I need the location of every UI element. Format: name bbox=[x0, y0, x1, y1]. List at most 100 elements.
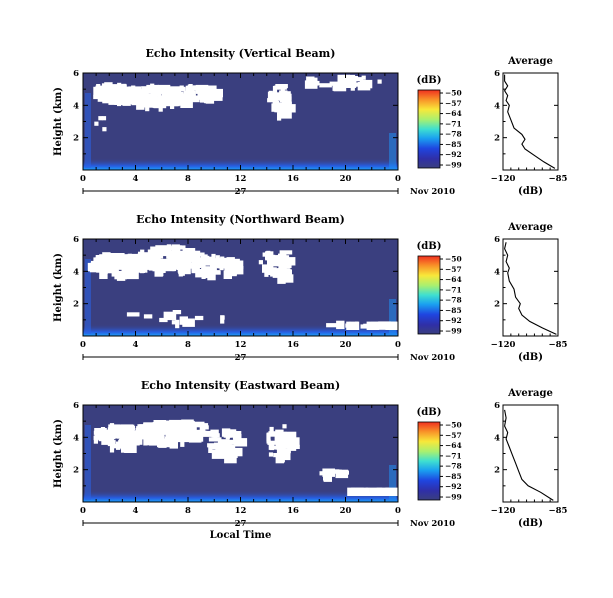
profile-y-tick-label: 4 bbox=[494, 267, 500, 277]
no-data-cell bbox=[168, 246, 173, 251]
no-data-cell bbox=[212, 449, 226, 459]
no-data-cell bbox=[154, 268, 163, 277]
no-data-cell bbox=[182, 248, 196, 257]
no-data-cell bbox=[131, 85, 136, 94]
no-data-cell bbox=[182, 422, 191, 427]
no-data-cell bbox=[115, 259, 124, 264]
no-data-cell bbox=[277, 112, 282, 121]
no-data-cell bbox=[275, 108, 285, 113]
no-data-cell bbox=[136, 101, 145, 110]
no-data-cell bbox=[323, 473, 332, 482]
no-data-cell bbox=[175, 319, 180, 329]
no-data-cell bbox=[137, 262, 142, 272]
no-data-cell bbox=[212, 270, 221, 275]
x-tick-label: 16 bbox=[287, 506, 299, 516]
no-data-cell bbox=[337, 84, 346, 89]
colorbar-tick-label: −78 bbox=[445, 130, 462, 139]
no-data-cell bbox=[180, 99, 193, 108]
profile-y-tick-label: 4 bbox=[494, 433, 500, 443]
no-data-cell bbox=[271, 259, 280, 265]
profile-title: Average bbox=[507, 222, 553, 233]
no-data-cell bbox=[282, 424, 287, 429]
no-data-cell bbox=[227, 258, 240, 263]
no-data-cell bbox=[227, 439, 236, 444]
no-data-cell bbox=[195, 269, 204, 278]
no-data-cell bbox=[269, 441, 274, 451]
ground-echo-band bbox=[83, 489, 398, 502]
no-data-cell bbox=[99, 254, 112, 263]
no-data-cell bbox=[97, 431, 103, 440]
colorbar-tick-label: −85 bbox=[445, 472, 462, 481]
profile-title: Average bbox=[507, 388, 553, 399]
x-tick-label: 0 bbox=[80, 506, 86, 516]
no-data-cell bbox=[218, 260, 227, 269]
no-data-cell bbox=[122, 97, 131, 106]
no-data-cell bbox=[181, 425, 190, 430]
no-data-cell bbox=[101, 432, 110, 441]
no-data-cell bbox=[194, 433, 204, 442]
no-data-cell bbox=[183, 92, 192, 101]
no-data-cell bbox=[287, 446, 297, 451]
date-month-year-label: Nov 2010 bbox=[410, 187, 455, 197]
no-data-cell bbox=[140, 249, 145, 258]
no-data-cell bbox=[165, 97, 178, 107]
x-tick-label: 0 bbox=[395, 506, 401, 516]
colorbar-unit: (dB) bbox=[417, 241, 442, 252]
no-data-cell bbox=[161, 430, 166, 435]
no-data-cell bbox=[101, 83, 107, 88]
no-data-cell bbox=[224, 454, 237, 464]
no-data-cell bbox=[278, 265, 287, 274]
profile-y-tick-label: 4 bbox=[494, 101, 500, 111]
no-data-cell bbox=[337, 74, 351, 84]
profile-x-tick-label: −120 bbox=[491, 340, 516, 350]
no-data-cell bbox=[173, 437, 182, 442]
no-data-cell bbox=[282, 107, 288, 112]
no-data-cell bbox=[199, 425, 204, 434]
no-data-cell bbox=[266, 433, 271, 442]
profile-frame bbox=[502, 238, 559, 337]
no-data-cell bbox=[280, 451, 289, 456]
no-data-cell bbox=[166, 93, 175, 99]
no-data-cell bbox=[140, 427, 153, 436]
y-tick-label: 4 bbox=[73, 433, 79, 443]
no-data-cell bbox=[156, 251, 161, 261]
no-data-cells bbox=[93, 74, 382, 132]
colorbar-tick-label: −92 bbox=[445, 150, 462, 159]
no-data-cell bbox=[282, 257, 296, 266]
profile-y-tick-label: 6 bbox=[494, 69, 500, 79]
colorbar bbox=[417, 255, 441, 335]
panel-vertical-beam: Echo Intensity (Vertical Beam) 0 4 8 12 16 20 0… bbox=[53, 47, 568, 197]
no-data-cell bbox=[378, 321, 391, 330]
no-data-cell bbox=[182, 318, 195, 327]
no-data-cell bbox=[267, 270, 272, 275]
no-data-cell bbox=[177, 86, 186, 91]
x-tick-label: 0 bbox=[80, 174, 86, 184]
no-data-cell bbox=[163, 311, 177, 321]
no-data-cell bbox=[142, 430, 147, 440]
x-tick-label: 0 bbox=[395, 340, 401, 350]
colorbar-tick-label: −85 bbox=[445, 140, 462, 149]
no-data-cell bbox=[131, 96, 145, 106]
no-data-cell bbox=[262, 264, 271, 273]
profile-x-tick-label: −120 bbox=[491, 506, 516, 516]
no-data-cell bbox=[275, 454, 284, 464]
colorbar-tick-label: −50 bbox=[445, 421, 462, 430]
profile-title: Average bbox=[507, 56, 553, 67]
no-data-cell bbox=[377, 79, 382, 84]
no-data-cell bbox=[148, 255, 157, 260]
chart-title: Echo Intensity (Eastward Beam) bbox=[141, 379, 340, 392]
no-data-cell bbox=[140, 430, 145, 440]
no-data-cell bbox=[172, 310, 182, 315]
ground-echo-band bbox=[83, 323, 398, 336]
y-tick-label: 2 bbox=[73, 134, 79, 144]
no-data-cell bbox=[172, 255, 182, 261]
no-data-cell bbox=[287, 437, 300, 446]
profile-y-tick-label: 6 bbox=[494, 235, 500, 245]
x-tick-label: 16 bbox=[287, 340, 299, 350]
no-data-cell bbox=[150, 431, 160, 440]
no-data-cell bbox=[223, 270, 232, 279]
no-data-cell bbox=[361, 75, 366, 80]
no-data-cell bbox=[192, 261, 198, 271]
colorbar-tick-label: −50 bbox=[445, 89, 462, 98]
no-data-cell bbox=[209, 444, 222, 449]
